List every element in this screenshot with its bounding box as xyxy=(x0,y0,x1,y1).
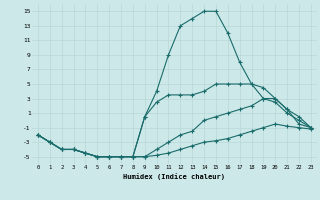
X-axis label: Humidex (Indice chaleur): Humidex (Indice chaleur) xyxy=(124,173,225,180)
